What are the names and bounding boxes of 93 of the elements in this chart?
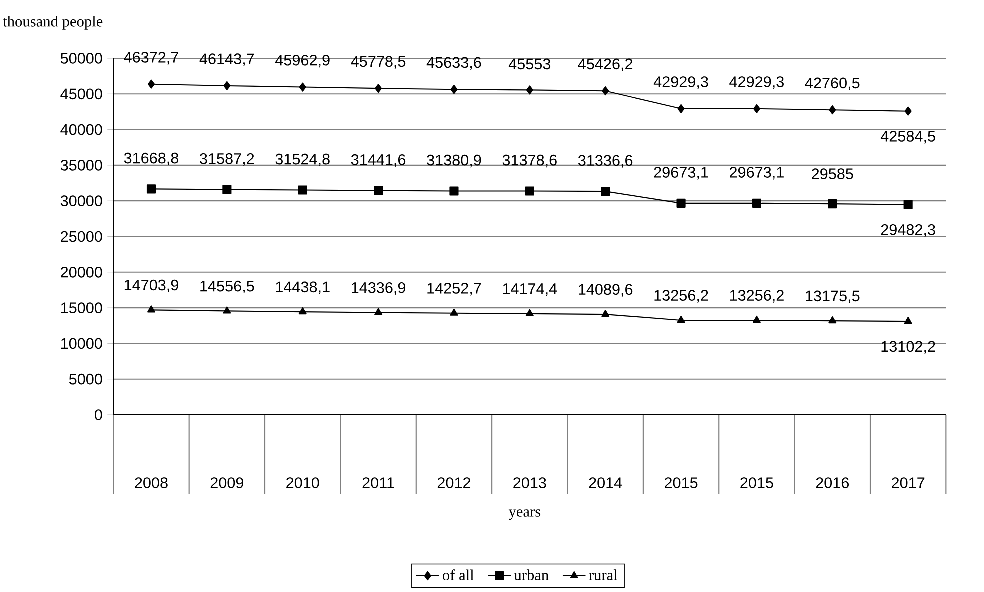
point <box>753 104 760 114</box>
point <box>676 198 686 208</box>
y-tick-label: 10000 <box>61 338 102 350</box>
data-label: 14336,9 <box>352 282 406 296</box>
point <box>601 187 610 196</box>
point <box>223 306 232 314</box>
y-tick-label: 5000 <box>69 374 102 385</box>
x-axis-title: years <box>508 510 541 520</box>
point <box>677 316 686 324</box>
data-label: 31441,6 <box>351 154 406 168</box>
point <box>904 317 912 324</box>
data-label: 14089,6 <box>579 284 633 297</box>
x-tick-label: 2009 <box>210 478 244 488</box>
data-label: 45962,9 <box>276 54 330 68</box>
point <box>374 308 383 316</box>
x-tick-label: 2010 <box>286 478 320 488</box>
y-tick-label: 20000 <box>61 266 102 278</box>
point <box>828 200 838 209</box>
data-label: 46372,7 <box>124 52 178 65</box>
point <box>752 198 762 208</box>
x-tick-label: 2011 <box>362 478 394 488</box>
point <box>904 106 912 116</box>
point <box>450 308 458 316</box>
x-tick-label: 2008 <box>135 478 168 488</box>
y-tick-label: 50000 <box>60 53 102 64</box>
point <box>375 84 382 94</box>
point <box>298 186 308 195</box>
point <box>224 81 231 91</box>
x-tick-label: 2012 <box>438 478 471 488</box>
y-tick-label: 25000 <box>61 231 102 242</box>
point <box>299 82 306 92</box>
x-tick-label: 2015 <box>740 478 774 488</box>
point <box>146 184 156 194</box>
point <box>298 308 307 315</box>
data-label: 31587,2 <box>200 153 254 166</box>
point <box>678 104 685 114</box>
point <box>526 86 534 95</box>
legend-label: rural <box>589 570 618 580</box>
point <box>602 86 610 96</box>
point <box>450 85 458 94</box>
point <box>450 186 459 196</box>
data-label: 14438,1 <box>276 282 330 294</box>
y-tick-label: 35000 <box>60 160 102 171</box>
y-tick-label: 40000 <box>60 124 102 136</box>
data-label: 14252,7 <box>428 283 482 296</box>
legend-label: of all <box>443 570 474 581</box>
data-label: 45633,6 <box>426 57 482 70</box>
data-label: 14174,4 <box>503 284 558 296</box>
point <box>148 80 156 89</box>
data-label: 29585 <box>812 168 854 180</box>
data-label: 29482,3 <box>881 224 936 238</box>
legend-label: urban <box>514 570 549 580</box>
data-label: 13102,2 <box>882 341 936 354</box>
data-label: 45553 <box>508 58 551 70</box>
data-label: 29673,1 <box>654 167 708 180</box>
point <box>904 200 913 210</box>
y-axis-title: thousand people <box>3 16 103 30</box>
data-label: 29673,1 <box>730 167 784 180</box>
data-label: 14556,5 <box>200 280 254 294</box>
x-tick-label: 2014 <box>589 478 622 488</box>
data-label: 42584,5 <box>880 131 936 144</box>
point <box>526 309 534 316</box>
x-tick-label: 2016 <box>816 478 850 488</box>
data-label: 13175,5 <box>806 290 860 304</box>
point <box>602 310 610 318</box>
data-label: 42929,3 <box>654 76 708 90</box>
x-tick-label: 2013 <box>514 478 546 488</box>
point <box>829 106 836 115</box>
point <box>222 185 232 194</box>
data-label: 31380,9 <box>427 154 482 168</box>
data-label: 45778,5 <box>351 56 406 69</box>
data-label: 13256,2 <box>730 290 784 303</box>
y-tick-label: 15000 <box>61 302 102 314</box>
point <box>374 186 384 196</box>
data-label: 45426,2 <box>578 58 633 72</box>
point <box>525 186 534 196</box>
data-label: 42929,3 <box>730 76 784 90</box>
data-label: 31336,6 <box>578 155 633 168</box>
data-label: 13256,2 <box>654 290 708 303</box>
y-tick-label: 45000 <box>60 88 102 100</box>
point <box>828 316 837 324</box>
data-label: 14703,9 <box>124 280 178 292</box>
data-label: 31668,8 <box>124 152 179 166</box>
point <box>752 316 761 324</box>
data-label: 46143,7 <box>200 54 254 66</box>
x-tick-label: 2015 <box>664 478 698 488</box>
data-label: 31378,6 <box>502 154 557 168</box>
y-tick-label: 30000 <box>60 196 102 207</box>
y-tick-label: 0 <box>95 410 102 420</box>
point <box>147 306 156 313</box>
data-label: 31524,8 <box>276 154 330 167</box>
x-tick-label: 2017 <box>892 478 925 488</box>
data-label: 42760,5 <box>805 78 860 90</box>
